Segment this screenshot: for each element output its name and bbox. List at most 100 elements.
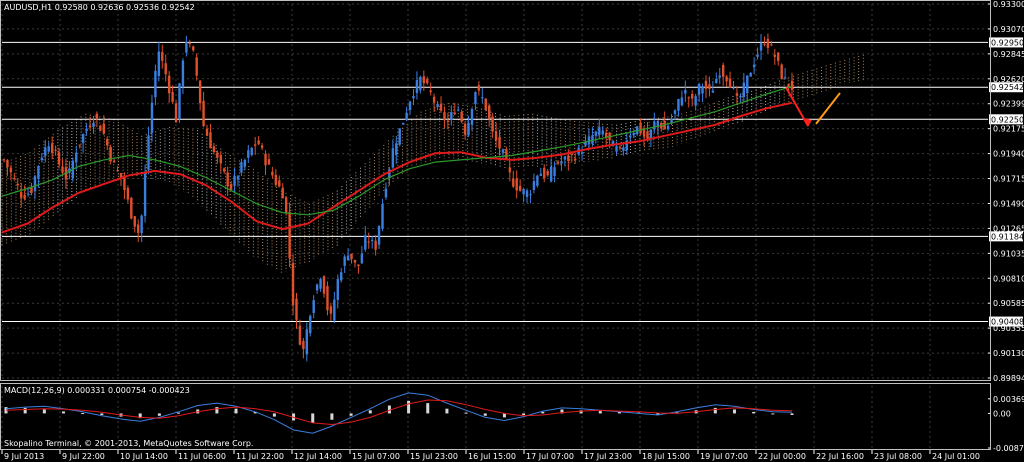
- macd-hist-bar: [502, 413, 506, 418]
- level-label: 0.90408: [991, 318, 1024, 327]
- candle-body: [243, 159, 247, 167]
- time-tick-label: 19 Jul 07:00: [700, 452, 748, 461]
- time-tick-label: 18 Jul 15:00: [642, 452, 690, 461]
- candle-body: [247, 150, 250, 158]
- candle-body: [673, 110, 677, 114]
- level-label-box: [989, 231, 1023, 242]
- candle-body: [625, 140, 629, 151]
- macd-tick-label: -0.00875: [993, 444, 1024, 453]
- candle-body: [357, 264, 360, 267]
- macd-hist-bar: [157, 413, 161, 416]
- macd-tick-label: 0.00: [993, 409, 1011, 418]
- price-tick-label: 0.92845: [993, 50, 1024, 59]
- candle-body: [9, 167, 13, 173]
- candle-body: [50, 143, 54, 153]
- candle-body: [408, 101, 412, 111]
- macd-hist-bar: [62, 411, 66, 414]
- grid: [1, 3, 988, 448]
- macd-panel: 0.003694 0.00 -0.00875: [4, 392, 1024, 453]
- macd-panel-frame: [0, 383, 991, 450]
- candle-body: [783, 77, 787, 79]
- candle-body: [494, 131, 498, 141]
- candle-body: [501, 149, 505, 153]
- candle-body: [209, 132, 212, 149]
- macd-tick-label: 0.003694: [993, 395, 1024, 404]
- price-tick-label: 0.90810: [993, 274, 1024, 283]
- candle-body: [701, 86, 704, 94]
- candle-body: [360, 253, 364, 264]
- price-tick-label: 0.91940: [993, 150, 1024, 159]
- macd-hist-bar: [368, 410, 372, 414]
- candle-body: [549, 166, 553, 182]
- macd-hist-bar: [387, 405, 391, 414]
- candle-body: [212, 146, 216, 152]
- candle-body: [143, 173, 147, 216]
- candle-body: [691, 94, 694, 99]
- candle-body: [525, 190, 529, 197]
- candle-body: [752, 64, 756, 68]
- macd-hist-bar: [713, 407, 717, 414]
- candle-body: [584, 141, 587, 146]
- candle-body: [384, 188, 388, 198]
- candle-body: [398, 128, 401, 145]
- price-tick-label: 0.92620: [993, 75, 1024, 84]
- candle-body: [216, 152, 219, 158]
- candle-body: [291, 263, 295, 306]
- candle-body: [556, 161, 560, 164]
- arrow-down-head: [803, 117, 812, 127]
- candle-body: [697, 83, 701, 95]
- candle-body: [240, 162, 243, 173]
- candle-body: [92, 122, 95, 127]
- candle-body: [711, 90, 715, 93]
- candle-body: [13, 177, 16, 179]
- candle-body: [178, 83, 181, 119]
- macd-hist-bar: [732, 409, 736, 414]
- macd-hist-bar: [752, 411, 756, 414]
- candle-body: [391, 148, 395, 168]
- macd-hist-bar: [522, 413, 526, 416]
- price-tick-label: 0.90355: [993, 324, 1024, 333]
- time-tick-label: 10 Jul 14:00: [120, 452, 168, 461]
- macd-hist-bar: [330, 413, 334, 420]
- candle-body: [112, 160, 116, 163]
- candle-body: [553, 167, 556, 176]
- candle-body: [567, 155, 570, 162]
- candle-body: [419, 76, 422, 91]
- candle-body: [715, 78, 718, 84]
- candle-body: [728, 78, 732, 88]
- candle-body: [40, 157, 44, 161]
- candle-body: [453, 112, 456, 115]
- time-tick-label: 12 Jul 14:00: [294, 452, 342, 461]
- candle-body: [188, 43, 192, 45]
- candle-body: [759, 43, 763, 51]
- candle-body: [481, 97, 484, 99]
- candle-body: [257, 140, 260, 145]
- price-tick-label: 0.91490: [993, 199, 1024, 208]
- candle-body: [295, 298, 298, 320]
- candle-body: [161, 52, 164, 61]
- candle-body: [491, 116, 494, 132]
- candle-body: [725, 76, 728, 82]
- candle-body: [615, 146, 618, 152]
- candle-body: [749, 72, 752, 77]
- price-tick-label: 0.90130: [993, 349, 1024, 358]
- slow-moving-average: [1, 101, 793, 234]
- candle-body: [154, 70, 157, 98]
- candle-body: [126, 187, 130, 200]
- candle-body: [85, 129, 88, 132]
- macd-hist-bar: [253, 411, 257, 414]
- candle-body: [395, 143, 398, 156]
- candle-body: [33, 176, 37, 192]
- candle-body: [649, 129, 653, 139]
- candle-body: [2, 159, 6, 161]
- price-tick-label: 0.93070: [993, 25, 1024, 34]
- candle-body: [539, 173, 543, 176]
- time-tick-label: 11 Jul 22:00: [236, 452, 284, 461]
- time-tick-label: 22 Jul 16:00: [816, 452, 864, 461]
- candle-body: [164, 63, 167, 75]
- candle-body: [770, 44, 773, 46]
- candle-body: [632, 133, 635, 136]
- horizontal-levels[interactable]: 0.92950 0.92542 0.92250 0.91184 0.90408: [2, 37, 1024, 327]
